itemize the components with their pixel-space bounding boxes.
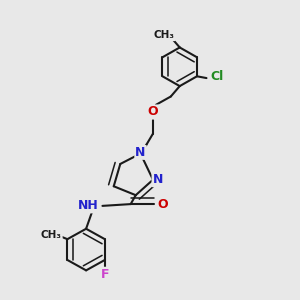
Text: Cl: Cl (210, 70, 223, 83)
Text: NH: NH (78, 200, 99, 212)
Text: N: N (135, 146, 146, 159)
Text: O: O (157, 198, 168, 211)
Text: CH₃: CH₃ (154, 30, 175, 40)
Text: O: O (148, 106, 158, 118)
Text: CH₃: CH₃ (41, 230, 62, 240)
Text: F: F (100, 268, 109, 281)
Text: N: N (152, 173, 163, 186)
